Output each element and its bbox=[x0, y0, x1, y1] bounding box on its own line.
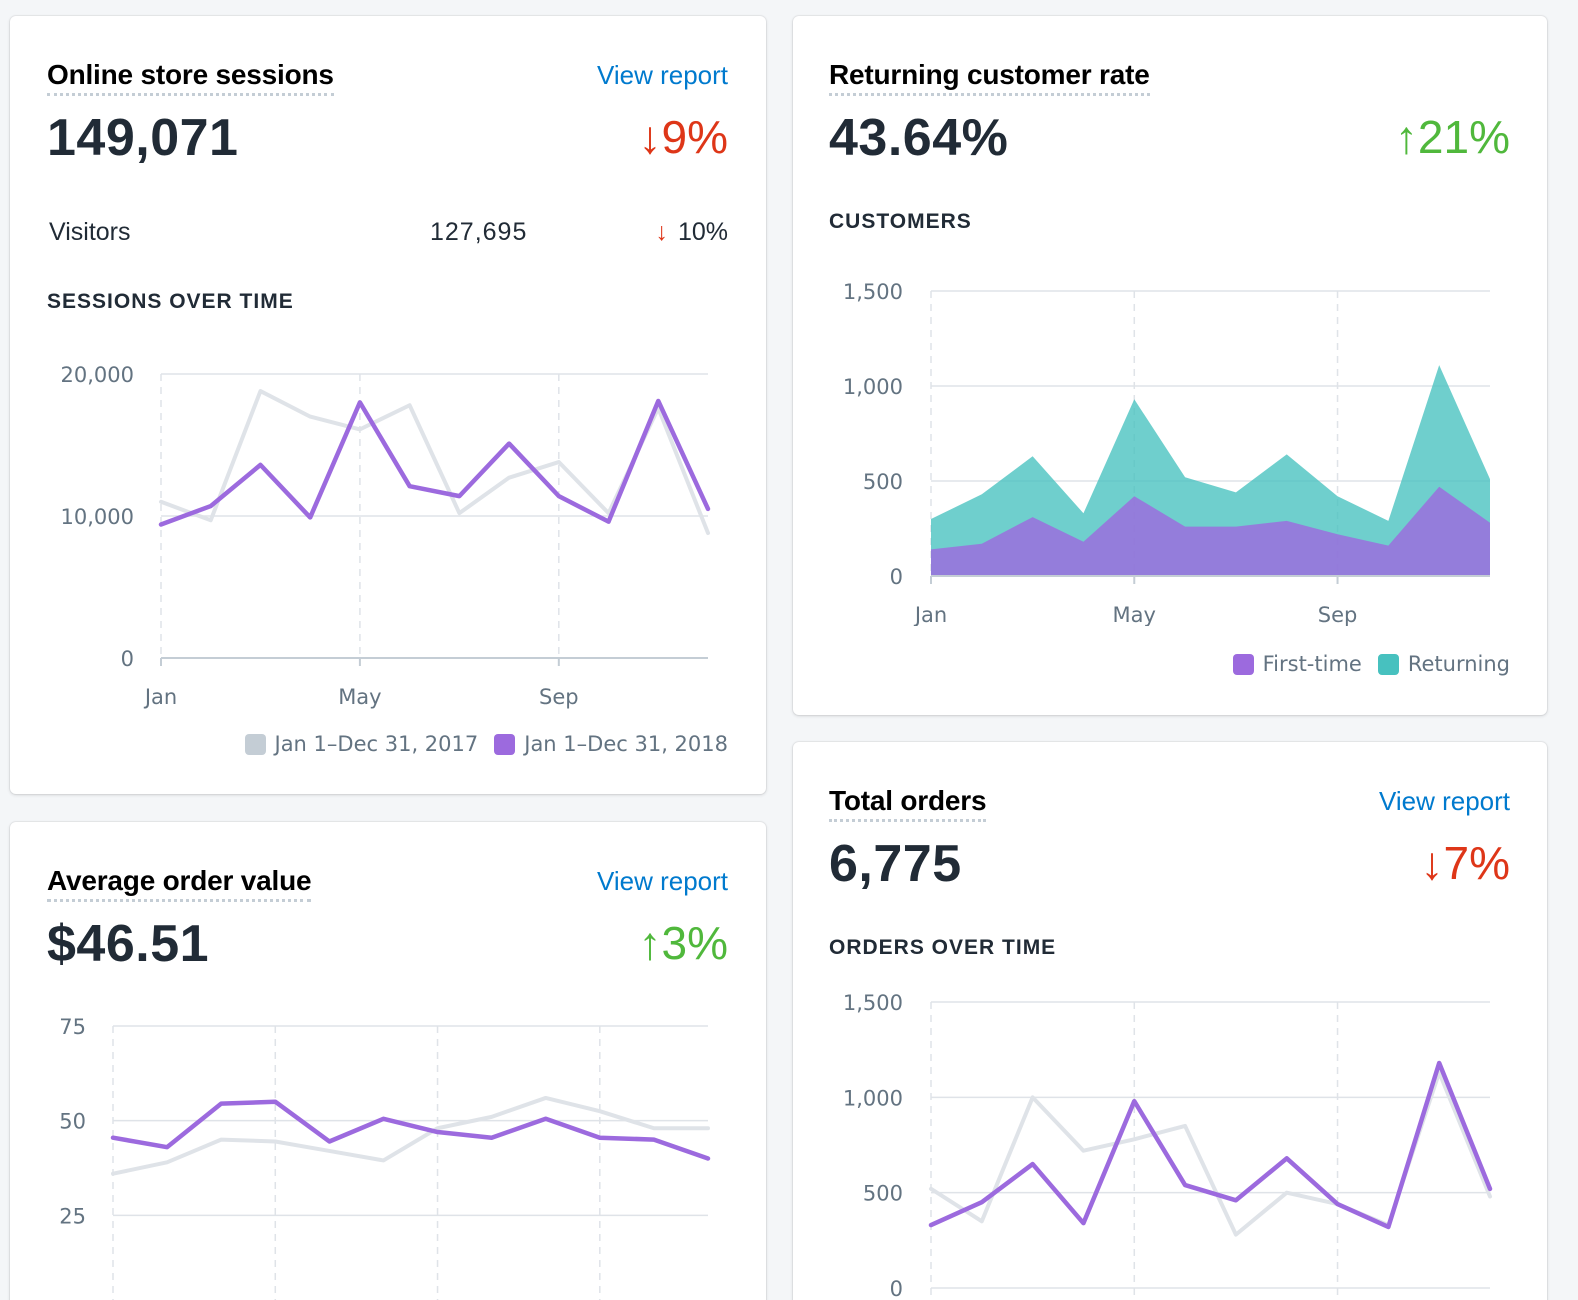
x-tick-label-sep: Sep bbox=[539, 685, 579, 709]
y-tick-label-1000: 1,000 bbox=[843, 375, 903, 399]
sessions-delta-value: 9% bbox=[661, 111, 728, 163]
orders-title[interactable]: Total orders bbox=[829, 786, 987, 823]
sessions-legend: Jan 1–Dec 31, 2017 Jan 1–Dec 31, 2018 bbox=[229, 732, 728, 756]
legend-item-first-time[interactable]: First-time bbox=[1232, 652, 1362, 676]
y-tick-label-20000: 20,000 bbox=[61, 363, 134, 387]
series-line-previous bbox=[111, 1095, 710, 1176]
y-tick-label-75: 75 bbox=[59, 1015, 86, 1039]
sessions-value: 149,071 bbox=[47, 109, 239, 167]
x-tick-label-may: May bbox=[338, 685, 381, 709]
y-tick-label-500: 500 bbox=[863, 470, 903, 494]
series-line-previous bbox=[159, 389, 710, 536]
y-tick-label-10000: 10,000 bbox=[61, 505, 134, 529]
arrow-down-icon: ↓ bbox=[638, 111, 662, 163]
legend-item-2018[interactable]: Jan 1–Dec 31, 2018 bbox=[494, 732, 728, 756]
legend-swatch-purple bbox=[1232, 653, 1254, 675]
orders-view-report-link[interactable]: View report bbox=[1378, 786, 1510, 816]
sessions-chart: 0 10,000 20,000 Jan May Sep bbox=[61, 363, 711, 709]
aov-chart: 25 50 75 bbox=[59, 1015, 711, 1300]
legend-swatch-teal bbox=[1377, 653, 1399, 675]
area-first-time bbox=[931, 486, 1490, 576]
legend-item-returning[interactable]: Returning bbox=[1377, 652, 1510, 676]
returning-value: 43.64% bbox=[829, 109, 1009, 167]
y-tick-label-1500: 1,500 bbox=[843, 280, 903, 304]
legend-label-2017: Jan 1–Dec 31, 2017 bbox=[274, 732, 479, 756]
visitors-delta: ↓ 10% bbox=[655, 218, 728, 247]
legend-swatch-gray bbox=[244, 733, 266, 755]
legend-label-returning: Returning bbox=[1407, 652, 1510, 676]
legend-swatch-purple bbox=[494, 733, 516, 755]
sessions-card: Online store sessions View report 149,07… bbox=[10, 16, 766, 794]
arrow-down-icon: ↓ bbox=[655, 218, 668, 246]
legend-item-2017[interactable]: Jan 1–Dec 31, 2017 bbox=[244, 732, 479, 756]
series-line-current bbox=[110, 1099, 711, 1161]
series-line-current bbox=[158, 398, 711, 527]
returning-card: Returning customer rate 43.64% ↑21% CUST… bbox=[793, 16, 1547, 715]
x-tick-label-jan: Jan bbox=[143, 685, 177, 709]
orders-chart: 0 500 1,000 1,500 bbox=[843, 991, 1493, 1300]
orders-delta-value: 7% bbox=[1443, 837, 1510, 889]
orders-section-label: ORDERS OVER TIME bbox=[829, 936, 1057, 959]
y-tick-label-50: 50 bbox=[59, 1110, 86, 1134]
y-tick-label-0: 0 bbox=[890, 1277, 903, 1300]
visitors-delta-value: 10% bbox=[677, 218, 728, 246]
customers-chart: 0 500 1,000 1,500 Jan May Sep bbox=[843, 280, 1490, 626]
x-tick-label-may: May bbox=[1113, 603, 1156, 626]
x-tick-label-sep: Sep bbox=[1318, 603, 1358, 626]
returning-delta: ↑21% bbox=[1395, 114, 1510, 160]
arrow-up-icon: ↑ bbox=[1394, 111, 1418, 163]
visitors-label: Visitors bbox=[49, 218, 131, 246]
legend-label-first-time: First-time bbox=[1262, 652, 1362, 676]
visitors-value: 127,695 bbox=[430, 218, 528, 246]
arrow-up-icon: ↑ bbox=[638, 917, 662, 969]
sessions-delta: ↓9% bbox=[639, 114, 728, 160]
y-tick-label-0: 0 bbox=[121, 647, 134, 671]
y-tick-label-500: 500 bbox=[863, 1182, 903, 1206]
arrow-down-icon: ↓ bbox=[1420, 837, 1444, 889]
legend-label-2018: Jan 1–Dec 31, 2018 bbox=[524, 732, 728, 756]
returning-delta-value: 21% bbox=[1417, 111, 1510, 163]
x-tick-label-jan: Jan bbox=[913, 603, 947, 626]
y-tick-label-25: 25 bbox=[59, 1204, 86, 1228]
orders-card: Total orders View report 6,775 ↓7% ORDER… bbox=[793, 742, 1547, 1300]
area-returning bbox=[931, 365, 1490, 576]
customers-legend: First-time Returning bbox=[1217, 652, 1510, 676]
sessions-section-label: SESSIONS OVER TIME bbox=[47, 290, 294, 313]
series-line-current bbox=[928, 1060, 1493, 1230]
aov-view-report-link[interactable]: View report bbox=[596, 866, 728, 896]
y-tick-label-1000: 1,000 bbox=[843, 1086, 903, 1110]
aov-value: $46.51 bbox=[47, 915, 210, 973]
orders-delta: ↓7% bbox=[1421, 840, 1510, 886]
returning-title[interactable]: Returning customer rate bbox=[829, 60, 1150, 97]
y-tick-label-1500: 1,500 bbox=[843, 991, 903, 1015]
orders-value: 6,775 bbox=[829, 835, 962, 893]
sessions-view-report-link[interactable]: View report bbox=[596, 60, 728, 90]
aov-delta: ↑3% bbox=[639, 920, 728, 966]
y-tick-label-0: 0 bbox=[890, 565, 903, 589]
aov-delta-value: 3% bbox=[661, 917, 728, 969]
aov-title[interactable]: Average order value bbox=[47, 866, 312, 903]
sessions-title[interactable]: Online store sessions bbox=[47, 60, 334, 97]
customers-section-label: CUSTOMERS bbox=[829, 210, 972, 233]
aov-card: Average order value View report $46.51 ↑… bbox=[10, 822, 766, 1300]
